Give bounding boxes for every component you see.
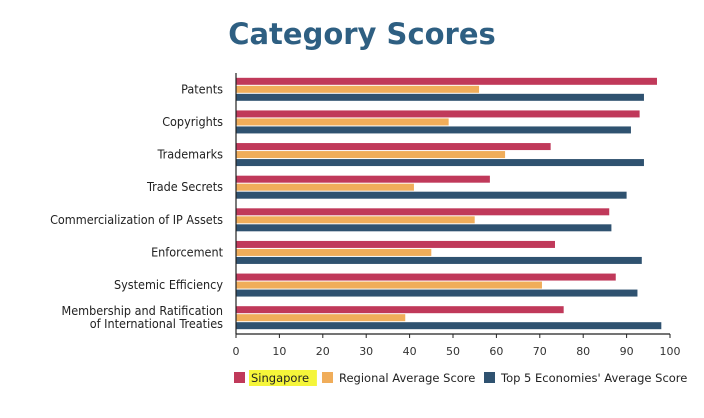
category-label: Enforcement [151, 244, 224, 259]
x-tick-label: 10 [272, 345, 286, 358]
bar-6-series-1 [236, 240, 555, 248]
category-label: Systemic Efficiency [114, 277, 223, 292]
x-tick-label: 0 [233, 345, 240, 358]
legend-label-2: Regional Average Score [339, 371, 475, 385]
bar-7-series-3 [236, 289, 638, 297]
legend-label-3: Top 5 Economies' Average Score [500, 371, 687, 385]
x-tick-label: 60 [489, 345, 503, 358]
legend-label-1: Singapore [251, 371, 309, 385]
bar-2-series-3 [236, 126, 631, 134]
bars-group [236, 77, 662, 330]
legend-highlight [249, 370, 317, 386]
bar-4-series-3 [236, 191, 627, 199]
category-label: Trademarks [157, 147, 224, 162]
bar-3-series-1 [236, 143, 551, 151]
bar-1-series-1 [236, 77, 657, 85]
legend-swatch-2 [322, 372, 333, 383]
x-tick-label: 80 [576, 345, 590, 358]
bar-5-series-3 [236, 224, 612, 232]
category-label: Trade Secrets [146, 179, 223, 194]
legend-swatch-3 [484, 372, 495, 383]
category-labels: Patents Copyrights Trademarks Trade Secrets… [50, 81, 224, 331]
x-tick-label: 100 [660, 345, 681, 358]
bar-5-series-1 [236, 208, 610, 216]
bar-4-series-2 [236, 183, 414, 191]
category-label: Commercialization of IP Assets [50, 212, 223, 227]
category-label: Copyrights [162, 114, 223, 129]
chart-title: Category Scores [228, 17, 496, 51]
x-tick-label: 30 [359, 345, 373, 358]
x-tick-label: 40 [403, 345, 417, 358]
bar-3-series-3 [236, 159, 644, 167]
bar-6-series-3 [236, 256, 642, 264]
legend-swatch-1 [234, 372, 245, 383]
bar-1-series-2 [236, 85, 480, 93]
category-label: Membership and Ratification of Internatio… [62, 303, 224, 331]
x-tick-label: 20 [316, 345, 330, 358]
x-axis-ticks: 0 10 20 30 40 50 60 70 80 90 100 [233, 334, 681, 358]
bar-7-series-2 [236, 281, 542, 289]
bar-8-series-3 [236, 322, 662, 330]
x-tick-label: 90 [620, 345, 634, 358]
bar-7-series-1 [236, 273, 616, 281]
bar-5-series-2 [236, 216, 475, 224]
x-tick-label: 70 [533, 345, 547, 358]
legend: Singapore Regional Average Score Top 5 Eco… [234, 370, 687, 386]
bar-2-series-1 [236, 110, 640, 118]
bar-3-series-2 [236, 151, 506, 159]
bar-1-series-3 [236, 93, 644, 101]
bar-2-series-2 [236, 118, 449, 126]
bar-8-series-2 [236, 314, 406, 322]
bar-6-series-2 [236, 248, 432, 256]
category-label: Patents [181, 81, 223, 96]
bar-4-series-1 [236, 175, 490, 183]
x-tick-label: 50 [446, 345, 460, 358]
bar-8-series-1 [236, 306, 564, 314]
